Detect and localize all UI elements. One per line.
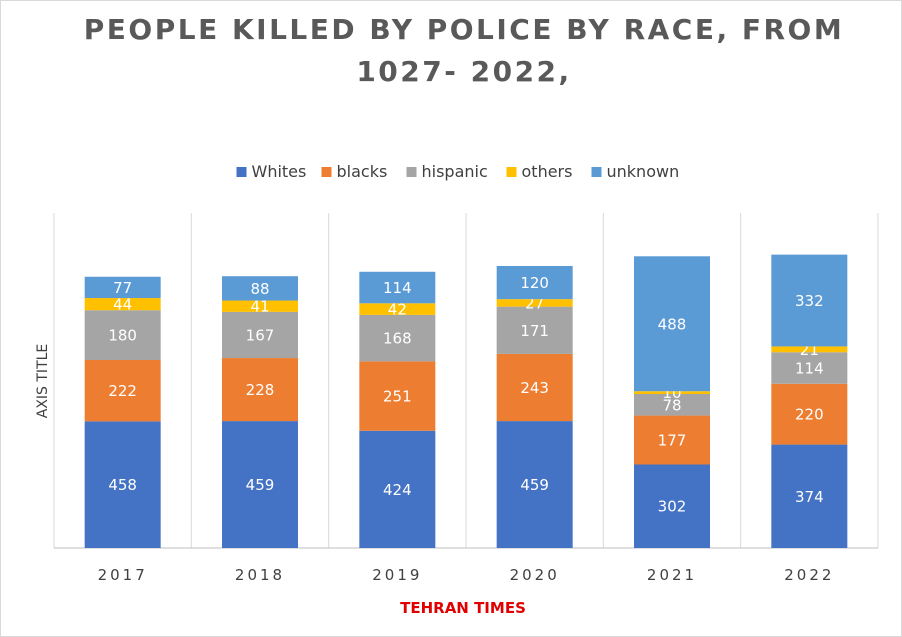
data-label-hispanic-2021: 78 (662, 396, 681, 414)
x-tick-2022: 2022 (784, 566, 834, 584)
data-label-unknown-2019: 114 (383, 279, 412, 297)
bar-hispanic-2020 (496, 306, 573, 354)
x-axis-ticks: 2017 2018 2019 2020 2021 2022 (98, 566, 834, 584)
legend-label-blacks: blacks (337, 162, 388, 181)
data-label-blacks-2022: 220 (795, 406, 824, 424)
bar-Whites-2018 (222, 421, 298, 548)
bar-hispanic-2017 (84, 310, 161, 360)
legend-swatch-others (506, 167, 517, 177)
bar-blacks-2018 (222, 358, 298, 422)
data-label-others-2017: 44 (113, 296, 132, 314)
bar-others-2019 (359, 303, 436, 315)
data-label-unknown-2018: 88 (250, 280, 269, 298)
data-label-unknown-2017: 77 (113, 279, 132, 297)
bar-Whites-2020 (496, 421, 573, 548)
data-label-unknown-2020: 120 (520, 274, 549, 292)
data-label-Whites-2019: 424 (383, 481, 412, 499)
x-tick-2021: 2021 (647, 566, 697, 584)
bar-others-2017 (84, 298, 161, 311)
data-label-hispanic-2020: 171 (520, 322, 549, 340)
data-label-Whites-2022: 374 (795, 488, 824, 506)
data-label-unknown-2022: 332 (795, 292, 824, 310)
legend: Whites blacks hispanic others unknown (236, 162, 680, 181)
x-axis-title: TEHRAN TIMES (400, 599, 526, 617)
bar-blacks-2017 (84, 359, 161, 422)
legend-item-unknown: unknown (591, 162, 680, 181)
legend-item-Whites: Whites (236, 162, 307, 181)
bar-blacks-2020 (496, 353, 573, 422)
bar-group-2019: 424 251 168 42 114 (359, 271, 436, 548)
legend-swatch-hispanic (406, 167, 417, 177)
bar-blacks-2019 (359, 361, 436, 431)
x-tick-2017: 2017 (98, 566, 148, 584)
grid-lines (53, 213, 879, 549)
x-tick-2020: 2020 (510, 566, 560, 584)
bar-others-2022 (771, 346, 848, 353)
bar-Whites-2021 (634, 464, 710, 548)
data-label-unknown-2021: 488 (658, 315, 687, 333)
data-label-blacks-2018: 228 (246, 381, 275, 399)
data-label-others-2019: 42 (388, 301, 407, 319)
data-label-blacks-2020: 243 (520, 379, 549, 397)
bar-hispanic-2019 (359, 314, 436, 362)
bar-unknown-2022 (771, 254, 848, 347)
data-label-Whites-2020: 459 (520, 476, 549, 494)
data-label-hispanic-2018: 167 (246, 326, 275, 344)
bar-Whites-2017 (84, 421, 161, 548)
data-label-blacks-2021: 177 (658, 432, 687, 450)
y-axis-title: AXIS TITLE (35, 344, 51, 419)
chart-title-line-2: 1027- 2022, (356, 55, 571, 88)
bar-Whites-2019 (359, 430, 436, 548)
bar-others-2020 (496, 299, 573, 307)
data-label-others-2018: 41 (250, 298, 269, 316)
bar-hispanic-2018 (222, 311, 298, 359)
bar-hispanic-2022 (771, 352, 848, 384)
bar-hispanic-2021 (634, 393, 710, 416)
bar-unknown-2020 (496, 265, 573, 300)
bar-unknown-2021 (634, 256, 710, 392)
data-label-hispanic-2017: 180 (108, 327, 137, 345)
legend-swatch-Whites (236, 167, 247, 177)
bar-unknown-2019 (359, 271, 436, 304)
legend-item-others: others (506, 162, 573, 181)
bar-unknown-2017 (84, 276, 161, 299)
legend-label-hispanic: hispanic (422, 162, 488, 181)
chart-title-line-1: PEOPLE KILLED BY POLICE BY RACE, FROM (84, 13, 844, 46)
bar-others-2021 (634, 391, 710, 394)
bar-blacks-2022 (771, 383, 848, 445)
bar-others-2018 (222, 300, 298, 312)
bar-unknown-2018 (222, 276, 298, 301)
legend-item-blacks: blacks (321, 162, 388, 181)
legend-item-hispanic: hispanic (406, 162, 488, 181)
data-label-hispanic-2019: 168 (383, 330, 412, 348)
x-tick-2019: 2019 (372, 566, 422, 584)
legend-label-unknown: unknown (607, 162, 680, 181)
legend-label-others: others (522, 162, 573, 181)
data-label-Whites-2021: 302 (658, 498, 687, 516)
legend-label-Whites: Whites (252, 162, 307, 181)
legend-swatch-blacks (321, 167, 332, 177)
data-label-Whites-2017: 458 (108, 476, 137, 494)
bar-Whites-2022 (771, 444, 848, 548)
x-tick-2018: 2018 (235, 566, 285, 584)
data-label-Whites-2018: 459 (246, 476, 275, 494)
bar-blacks-2021 (634, 415, 710, 465)
legend-swatch-unknown (591, 167, 602, 177)
data-label-blacks-2017: 222 (108, 382, 137, 400)
data-label-hispanic-2022: 114 (795, 359, 824, 377)
data-label-blacks-2019: 251 (383, 388, 412, 406)
